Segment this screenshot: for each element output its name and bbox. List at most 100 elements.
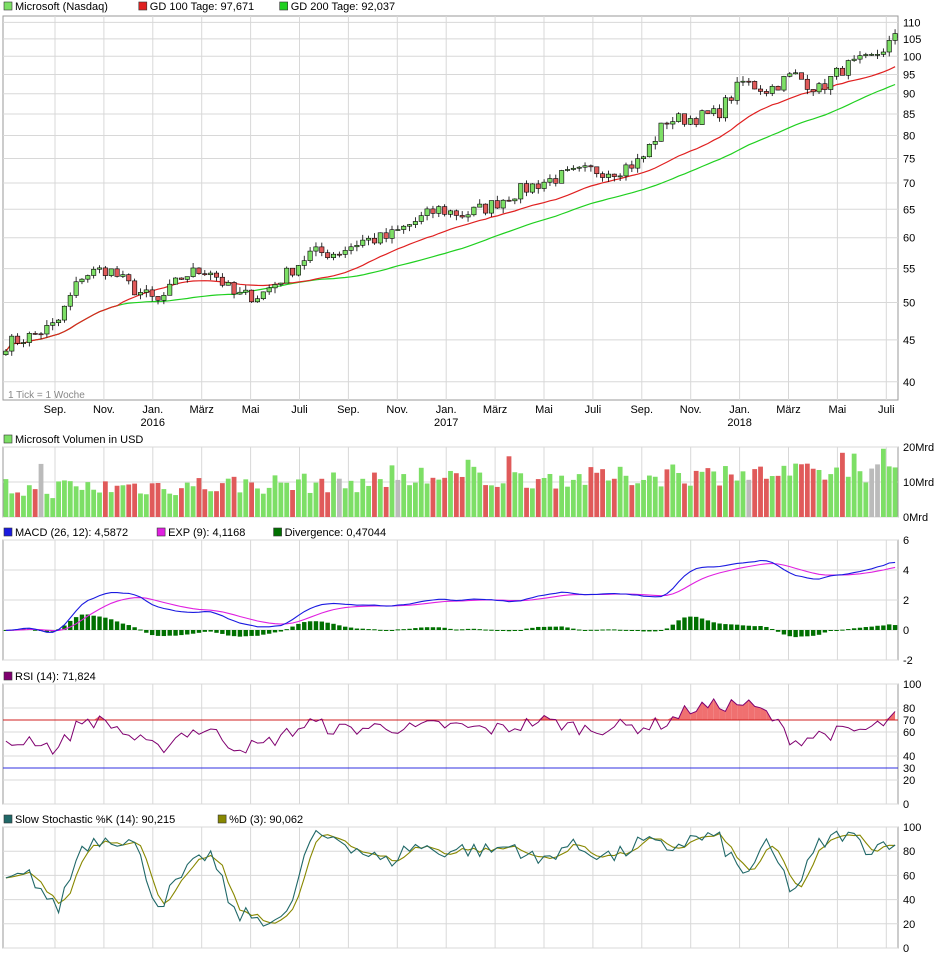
candle-body (331, 253, 337, 258)
candle-body (828, 76, 834, 90)
volume-bar (336, 478, 342, 517)
divergence-bar (711, 622, 716, 630)
divergence-bar (576, 629, 582, 631)
candle-body (143, 289, 149, 293)
volume-bar (547, 473, 553, 517)
candle-body (9, 335, 15, 352)
rsi-panel (2, 683, 899, 805)
volume-bar (184, 482, 190, 517)
volume-bar (693, 470, 699, 517)
volume-bar (296, 479, 301, 517)
volume-bar (740, 471, 746, 517)
volume-bar (243, 479, 249, 517)
candle-body (44, 325, 50, 335)
macd-legend-label: EXP (9): 4,1168 (168, 527, 245, 539)
candle-body (512, 198, 518, 202)
divergence-bar (103, 617, 108, 630)
volume-bar (126, 484, 132, 517)
volume-bar (272, 475, 278, 517)
candle-body (225, 282, 231, 286)
volume-bar (822, 479, 828, 517)
macd-y-tick: -2 (903, 655, 913, 667)
volume-bar (717, 485, 722, 517)
candle-body (424, 208, 430, 216)
volume-bar (816, 469, 822, 517)
candle-body (617, 175, 623, 178)
volume-bar (424, 483, 430, 517)
volume-bar (851, 453, 857, 517)
volume-bar (266, 487, 272, 517)
volume-bar (284, 482, 290, 517)
divergence-bar (290, 626, 295, 630)
volume-bar (676, 473, 682, 517)
volume-bar (752, 469, 758, 517)
volume-bar (155, 483, 161, 517)
volume-bar (161, 489, 167, 517)
volume-bar (804, 463, 810, 517)
candle-body (412, 221, 418, 225)
rsi-overbought-fill (731, 699, 738, 720)
divergence-bar (623, 629, 629, 631)
rsi-y-tick: 80 (903, 703, 915, 715)
rsi-line (5, 697, 896, 756)
candle-body (477, 203, 483, 208)
candle-body (588, 165, 594, 168)
candle-body (746, 80, 752, 83)
x-month-label: Sep. (630, 404, 653, 416)
candle-body (740, 80, 746, 83)
divergence-bar (612, 629, 617, 631)
volume-bar (249, 482, 255, 517)
candle-body (758, 88, 764, 92)
candle-body (272, 284, 278, 289)
volume-bar (278, 482, 284, 517)
x-month-label: Jan. (142, 404, 163, 416)
divergence-bar (787, 630, 792, 637)
divergence-bar (857, 627, 863, 630)
volume-y-tick: 20Mrd (903, 442, 934, 454)
candle-body (219, 276, 225, 286)
rsi-overbought-fill (719, 708, 726, 720)
divergence-bar (167, 630, 172, 636)
divergence-bar (571, 628, 576, 630)
divergence-bar (261, 630, 266, 635)
divergence-bar (155, 630, 161, 636)
volume-bar (541, 477, 547, 517)
candle-body (500, 199, 506, 209)
candle-body (465, 214, 471, 218)
volume-bar (641, 479, 646, 517)
divergence-bar (372, 629, 377, 631)
volume-bar (535, 479, 541, 517)
candle-body (114, 268, 120, 277)
candle-body (605, 173, 611, 178)
candle-body (290, 267, 296, 276)
divergence-bar (343, 626, 348, 630)
volume-bar (892, 467, 898, 517)
candle-body (249, 289, 255, 303)
volume-bar (401, 474, 407, 517)
macd-y-tick: 2 (903, 595, 909, 607)
divergence-bar (477, 629, 482, 631)
volume-bar (588, 467, 594, 517)
candle-body (407, 224, 413, 227)
candle-body (629, 164, 635, 169)
divergence-bar (758, 625, 763, 630)
volume-bar (372, 472, 377, 517)
candle-body (366, 237, 372, 241)
rsi-y-tick: 100 (903, 679, 921, 691)
candle-body (816, 83, 822, 93)
candle-body (483, 203, 489, 214)
volume-bar (307, 492, 313, 517)
divergence-bar (781, 630, 787, 635)
stoch-legend-label: Slow Stochastic %K (14): 90,215 (15, 814, 175, 826)
divergence-bar (44, 630, 50, 633)
price-y-tick: 95 (903, 69, 915, 81)
candle-body (85, 275, 91, 280)
x-month-label: Sep. (337, 404, 360, 416)
divergence-bar (114, 621, 120, 630)
candle-body (769, 85, 775, 94)
volume-bar (734, 480, 740, 517)
volume-bar (91, 489, 97, 517)
divergence-bar (606, 629, 611, 631)
divergence-bar (647, 630, 652, 632)
divergence-bar (149, 630, 155, 636)
